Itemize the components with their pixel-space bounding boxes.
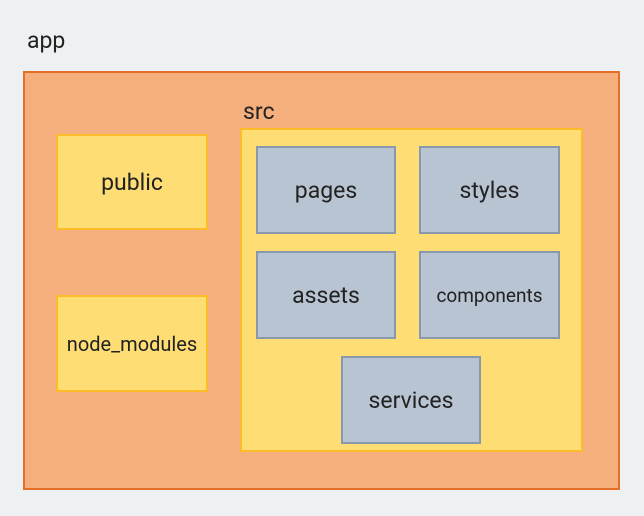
folder-components: components (419, 251, 560, 339)
src-label: src (243, 98, 275, 125)
folder-label: components (436, 284, 542, 307)
folder-label: styles (460, 177, 520, 204)
folder-styles: styles (419, 146, 560, 234)
folder-label: public (101, 169, 163, 196)
folder-assets: assets (256, 251, 396, 339)
folder-label: node_modules (67, 332, 197, 356)
diagram-canvas: app src public node_modules pages styles… (0, 0, 644, 516)
root-label: app (27, 27, 65, 54)
folder-node-modules: node_modules (56, 295, 208, 392)
folder-label: pages (295, 177, 357, 204)
folder-label: assets (292, 282, 360, 309)
folder-label: services (369, 387, 454, 414)
folder-public: public (56, 134, 208, 230)
folder-services: services (341, 356, 481, 444)
folder-pages: pages (256, 146, 396, 234)
